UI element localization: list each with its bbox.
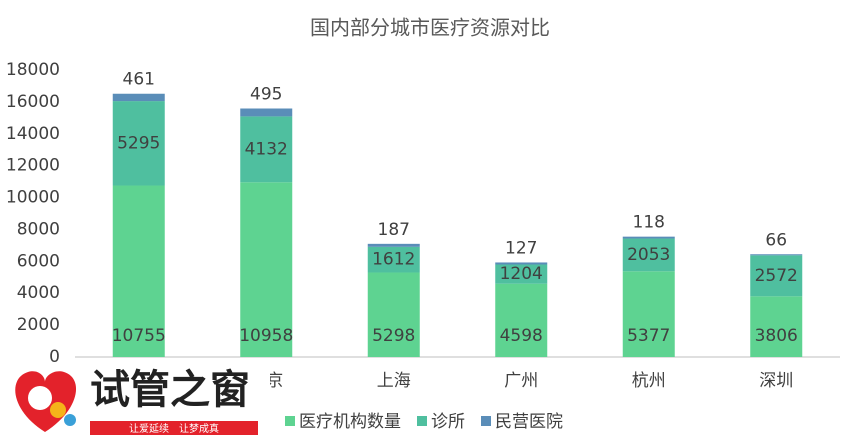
y-tick-label: 18000 [6,60,60,80]
legend-swatch [285,416,295,426]
legend-swatch [481,416,491,426]
y-tick-label: 14000 [6,124,60,144]
data-label: 66 [765,230,787,250]
y-tick-label: 8000 [17,219,60,239]
bar-segment [367,243,420,247]
bar-segment [112,185,165,357]
watermark-icon [28,386,52,410]
watermark-strip [90,421,258,435]
bar-segment [112,93,165,102]
bar-segment [367,246,420,273]
data-label: 4598 [500,326,543,346]
bar-segment [750,255,803,297]
data-label: 2572 [755,266,798,286]
bar-segment [750,254,803,256]
data-label: 1204 [500,264,543,284]
plot: 0 2000 4000 6000 8000 10000 12000 14000 16000 180… [6,60,840,432]
bar-segment [622,271,675,357]
data-label: 3806 [755,326,798,346]
x-tick-label: 深圳 [759,371,793,391]
chart-title: 国内部分城市医疗资源对比 [310,16,550,40]
bar-segment [367,272,420,357]
y-tick-label: 0 [49,347,60,367]
y-tick-label: 12000 [6,156,60,176]
bar-segment [240,108,293,117]
watermark: 试管之窗 让爱延续 让梦成真 [5,365,270,445]
y-tick-label: 16000 [6,92,60,112]
bar-segment [495,264,548,284]
bar-segment [495,283,548,357]
bar-segment [622,238,675,272]
y-tick-label: 4000 [17,283,60,303]
legend-label: 民营医院 [495,412,563,432]
data-label: 10755 [112,326,166,346]
bar-segment [240,182,293,357]
data-label: 5295 [117,133,160,153]
data-label: 4132 [245,139,288,159]
x-tick-label: 广州 [504,371,538,391]
bar-segment [750,296,803,357]
watermark-slogan: 让爱延续 让梦成真 [129,422,219,435]
bar-segment [622,236,675,239]
data-label: 10958 [239,326,293,346]
data-label: 187 [378,220,410,240]
data-label: 127 [505,238,537,258]
bar-segment [495,262,548,265]
data-label: 5377 [627,326,670,346]
bar-segment [240,116,293,183]
watermark-icon [64,414,76,426]
data-label: 118 [633,213,665,233]
data-label: 461 [123,70,155,90]
data-label: 495 [250,85,282,105]
watermark-icon [50,402,66,418]
data-label: 5298 [372,326,415,346]
watermark-title: 试管之窗 [90,367,250,413]
x-tick-label: 上海 [377,371,411,391]
data-label: 2053 [627,245,670,265]
legend-label: 医疗机构数量 [299,412,401,432]
y-tick-label: 10000 [6,188,60,208]
y-tick-label: 2000 [17,315,60,335]
legend-label: 诊所 [431,412,465,432]
x-tick-label: 杭州 [632,371,666,391]
legend-swatch [417,416,427,426]
y-tick-label: 6000 [17,251,60,271]
bar-segment [112,101,165,186]
data-label: 1612 [372,250,415,270]
